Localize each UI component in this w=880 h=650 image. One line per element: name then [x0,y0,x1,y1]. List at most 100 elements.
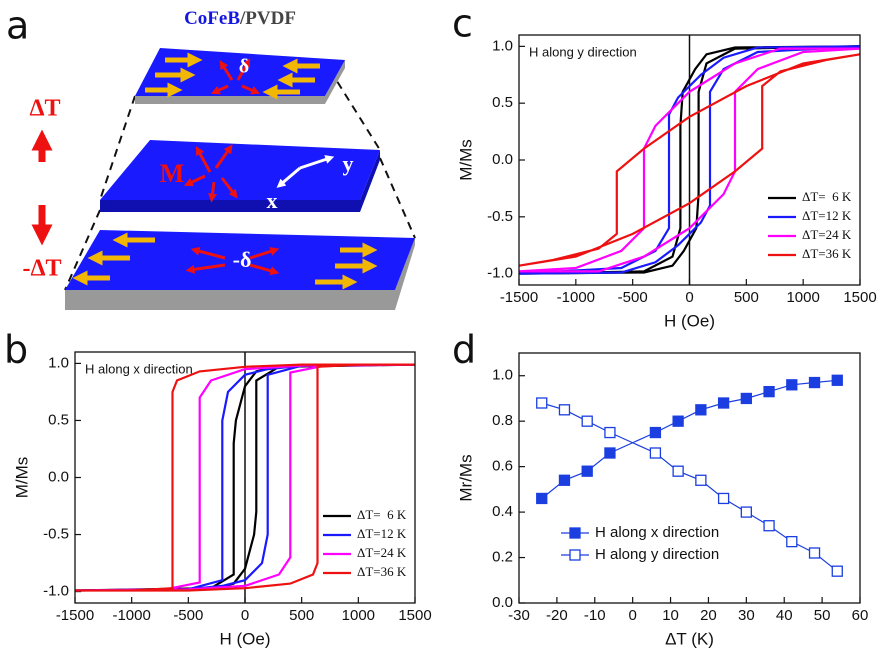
data-point [808,376,821,389]
data-point [558,404,571,416]
series-line [75,363,415,592]
cooling-label: -ΔT [22,256,61,282]
x-tick-label: 0 [685,289,693,306]
legend-marker [569,527,581,539]
panel-label: c [452,2,473,46]
data-point [581,415,593,427]
y-tick-label: 0.8 [492,412,513,429]
connectors [64,69,416,291]
moment-label: M [160,159,185,188]
x-tick-label: 20 [700,607,717,624]
y-tick-label: -0.5 [487,208,513,225]
legend-label: H along y direction [595,546,719,563]
data-point [672,465,684,477]
y-axis-title: Mr/Ms [456,454,475,501]
panel-label: b [4,328,28,372]
annotation: H along y direction [529,44,637,59]
plate-bottom [65,230,415,310]
data-point [763,520,775,532]
x-axis-title: ΔT (K) [665,629,714,648]
data-point [604,426,616,439]
y-tick-label: 0.6 [492,458,513,475]
y-tick-label: 0.0 [48,468,69,485]
title-part: CoFeB [184,8,240,29]
data-point [558,474,571,486]
y-tick-label: 0.2 [492,549,513,566]
data-point [672,415,684,427]
x-tick-label: -500 [173,607,203,624]
data-point [536,397,548,409]
heating-label: ΔT [29,96,60,122]
x-axis-title: H (Oe) [220,629,271,648]
y-tick-label: 1.0 [492,37,513,54]
x-tick-label: 0 [241,607,249,624]
data-point [581,465,593,477]
moment-arrows [72,52,378,290]
x-tick-label: -1000 [557,289,595,306]
bottom-label: -δ [233,247,252,272]
y-tick-label: 0.0 [492,594,513,611]
y-tick-label: 0.5 [492,94,513,111]
x-tick-label: -10 [584,607,606,624]
data-point [604,447,616,459]
data-point [536,492,548,505]
legend-label: ΔT=24 K [357,545,407,560]
legend-marker [569,549,581,561]
plot-frame [518,352,861,604]
x-tick-label: 500 [734,289,759,306]
data-point [808,547,821,559]
panel-label: a [6,4,29,48]
plate-middle [100,140,380,212]
y-tick-label: 0.0 [492,151,513,168]
y-label: y [343,151,354,176]
y-tick-label: -0.5 [43,526,69,543]
x-tick-label: 30 [738,607,755,624]
title-part: / [239,8,246,29]
x-tick-label: 10 [662,607,679,624]
series-line [541,379,838,499]
x-tick-label: 1500 [843,289,876,306]
panel-label: d [452,328,476,372]
diagram-title: CoFeB/PVDF [184,8,296,29]
y-axis-title: M/Ms [12,457,31,499]
x-tick-label: 0 [628,607,636,624]
legend-label: ΔT=24 K [802,227,852,242]
x-tick-label: -1500 [500,289,538,306]
y-tick-label: 0.4 [492,503,513,520]
x-tick-label: 40 [776,607,793,624]
y-tick-label: 1.0 [492,367,513,384]
y-tick-label: 1.0 [48,354,69,371]
x-tick-label: -500 [618,289,648,306]
data-point [649,447,662,459]
annotation: H along x direction [85,361,193,376]
x-tick-label: 1000 [342,607,375,624]
data-point [786,379,798,391]
legend-label: ΔT=12 K [357,526,407,541]
plot-frame [74,351,416,604]
x-tick-label: -20 [546,607,568,624]
legend-label: ΔT= 6 K [802,189,852,204]
plot-frame [518,34,861,286]
legend-label: H along x direction [595,524,719,541]
x-tick-label: 1000 [786,289,819,306]
legend-label: ΔT= 6 K [357,507,407,522]
x-tick-label: 60 [852,607,869,624]
data-point [786,535,798,548]
data-point [740,506,752,518]
y-tick-label: 0.5 [48,411,69,428]
top-label: δ [239,56,249,78]
axis-arrows [276,155,335,188]
data-point [695,404,707,416]
x-tick-label: 50 [814,607,831,624]
data-point [717,397,730,409]
x-tick-label: -30 [508,607,530,624]
y-tick-label: -1.0 [487,265,513,282]
y-tick-label: -1.0 [43,583,69,600]
x-axis-title: H (Oe) [664,311,715,330]
data-point [717,492,730,505]
x-tick-label: -1000 [112,607,150,624]
data-point [831,374,843,386]
y-axis-title: M/Ms [456,139,475,181]
data-point [695,474,707,486]
